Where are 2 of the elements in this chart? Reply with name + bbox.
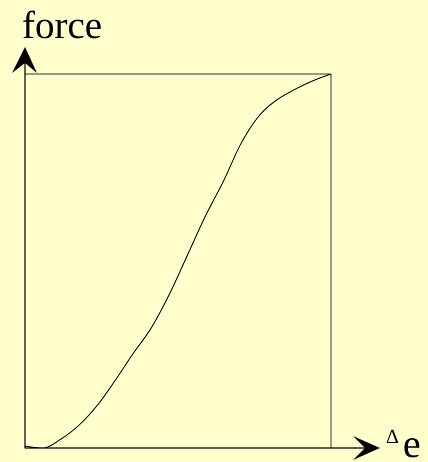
y-axis-title: force xyxy=(22,4,102,47)
x-axis-title: $^{Δ}$e xyxy=(386,421,421,462)
